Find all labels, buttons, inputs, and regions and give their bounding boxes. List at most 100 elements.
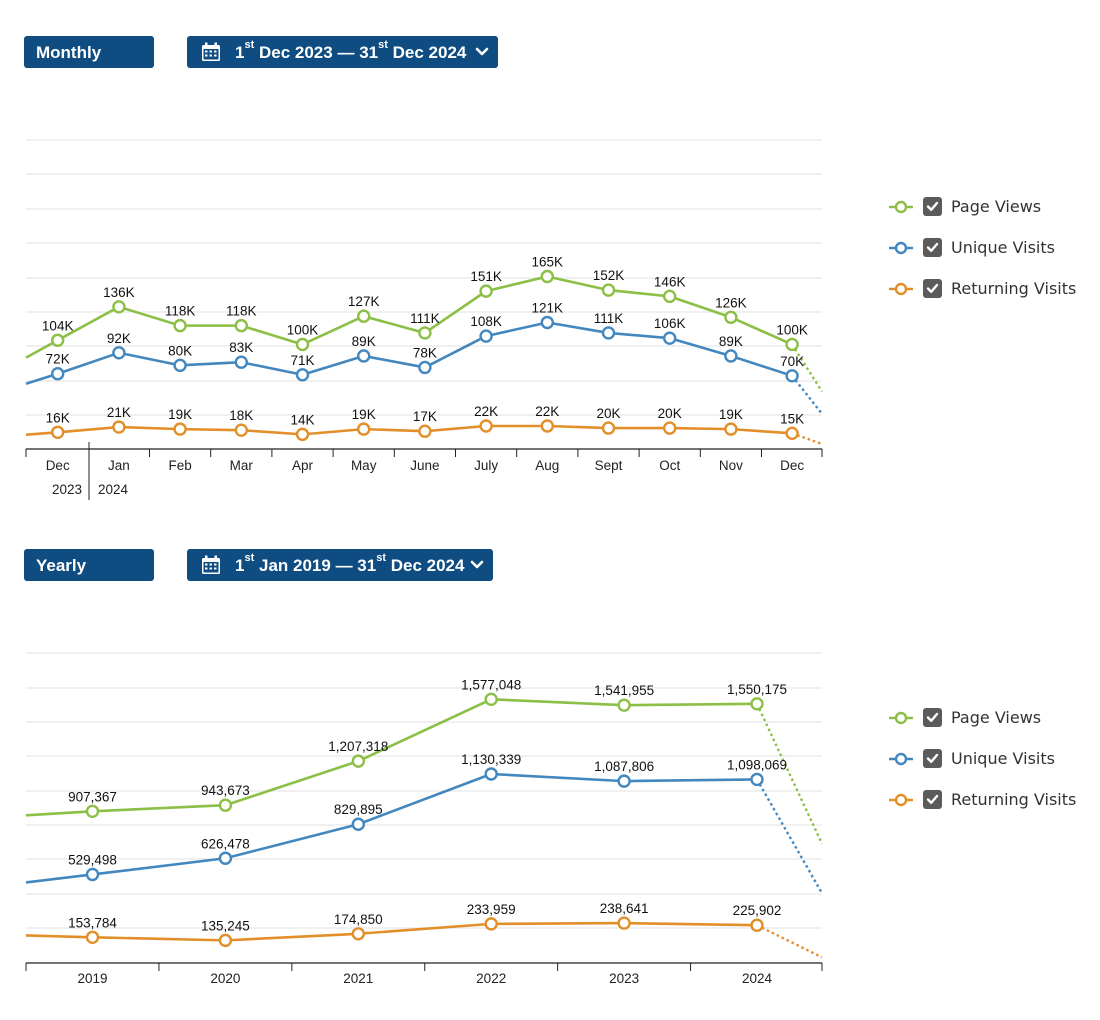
x-axis: Dec Jan Feb Mar Apr May June July Aug Sept Oct Nov D… <box>25 442 823 500</box>
checkmark-icon <box>926 242 939 252</box>
data-point[interactable] <box>785 426 799 441</box>
checkbox[interactable] <box>923 238 942 257</box>
data-point[interactable] <box>357 349 371 363</box>
checkbox[interactable] <box>923 708 942 727</box>
data-point[interactable] <box>724 349 738 363</box>
checkbox[interactable] <box>923 197 942 216</box>
data-point[interactable] <box>750 918 764 932</box>
data-point[interactable] <box>540 269 554 284</box>
data-point[interactable] <box>601 283 616 297</box>
data-label: 20K <box>596 406 620 421</box>
data-point[interactable] <box>418 326 432 340</box>
data-point[interactable] <box>234 423 249 437</box>
data-point[interactable] <box>351 927 365 941</box>
legend-line-marker-icon <box>889 752 913 766</box>
x-tick-label: Oct <box>659 458 680 473</box>
data-point[interactable] <box>112 346 126 360</box>
period-select-yearly[interactable]: Yearly <box>24 549 168 581</box>
x-tick-label: Dec <box>46 458 70 473</box>
data-point[interactable] <box>234 318 249 333</box>
data-point[interactable] <box>85 867 100 882</box>
data-point[interactable] <box>540 419 554 433</box>
data-label: 829,895 <box>334 802 383 817</box>
legend-line-marker-icon <box>889 200 913 214</box>
data-point[interactable] <box>724 310 738 324</box>
legend-item-returning-visits[interactable]: Returning Visits <box>888 788 1088 812</box>
data-point[interactable] <box>785 369 799 383</box>
data-point[interactable] <box>295 337 310 352</box>
data-point[interactable] <box>234 355 249 369</box>
data-point[interactable] <box>51 425 65 439</box>
data-label: 100K <box>287 322 319 337</box>
data-point[interactable] <box>750 772 764 787</box>
data-label: 626,478 <box>201 836 250 851</box>
data-point[interactable] <box>785 337 799 352</box>
year-label: 2023 <box>52 482 82 497</box>
date-range-button-monthly[interactable]: 1st Dec 2023 — 31st Dec 2024 <box>187 36 498 68</box>
checkbox[interactable] <box>923 749 942 768</box>
series-unique-visits: 529,498 626,478 829,895 1,130,339 1,087,806 1… <box>25 752 824 894</box>
data-point[interactable] <box>617 916 631 930</box>
data-point[interactable] <box>601 326 616 340</box>
data-point[interactable] <box>295 368 310 382</box>
data-point[interactable] <box>51 367 65 381</box>
data-point[interactable] <box>601 421 616 435</box>
data-point[interactable] <box>484 917 498 931</box>
x-tick-label: July <box>474 458 498 473</box>
data-label: 1,087,806 <box>594 759 654 774</box>
data-point[interactable] <box>295 427 310 442</box>
data-point[interactable] <box>218 851 233 865</box>
data-point[interactable] <box>663 421 677 435</box>
data-label: 151K <box>470 269 502 284</box>
data-point[interactable] <box>218 798 233 812</box>
gridlines <box>26 139 822 416</box>
data-label: 127K <box>348 294 380 309</box>
legend-item-unique-visits[interactable]: Unique Visits <box>888 236 1088 260</box>
data-point[interactable] <box>112 300 126 314</box>
data-point[interactable] <box>357 422 371 436</box>
data-point[interactable] <box>85 804 100 818</box>
data-point[interactable] <box>724 422 738 436</box>
data-point[interactable] <box>418 360 432 375</box>
data-label: 100K <box>776 322 808 337</box>
date-range-button-yearly[interactable]: 1st Jan 2019 — 31st Dec 2024 <box>187 549 493 581</box>
checkbox[interactable] <box>923 279 942 298</box>
data-point[interactable] <box>540 315 554 330</box>
data-label: 19K <box>719 407 743 422</box>
legend-item-page-views[interactable]: Page Views <box>888 706 1088 730</box>
data-point[interactable] <box>617 698 631 712</box>
data-point[interactable] <box>418 424 432 438</box>
data-point[interactable] <box>351 817 365 831</box>
data-point[interactable] <box>617 774 631 788</box>
data-point[interactable] <box>173 318 187 333</box>
data-point[interactable] <box>218 933 233 948</box>
x-tick-label: 2021 <box>343 971 373 986</box>
data-point[interactable] <box>750 697 764 711</box>
data-label: 19K <box>168 407 192 422</box>
data-point[interactable] <box>357 309 371 323</box>
legend-item-unique-visits[interactable]: Unique Visits <box>888 747 1088 771</box>
data-point[interactable] <box>479 284 493 298</box>
data-point[interactable] <box>85 930 100 944</box>
data-point[interactable] <box>484 767 498 781</box>
legend-item-returning-visits[interactable]: Returning Visits <box>888 277 1088 301</box>
x-tick-label: Feb <box>168 458 191 473</box>
data-label: 907,367 <box>68 789 117 804</box>
data-point[interactable] <box>484 692 498 707</box>
data-point[interactable] <box>663 331 677 345</box>
legend-item-page-views[interactable]: Page Views <box>888 195 1088 219</box>
data-point[interactable] <box>479 329 493 343</box>
data-label: 146K <box>654 274 686 289</box>
period-select-monthly[interactable]: Monthly <box>24 36 168 68</box>
data-label: 174,850 <box>334 912 383 927</box>
data-label: 153,784 <box>68 915 117 930</box>
date-range-label: 1st Jan 2019 — 31st Dec 2024 <box>235 552 465 576</box>
checkbox[interactable] <box>923 790 942 809</box>
data-point[interactable] <box>173 422 187 436</box>
data-point[interactable] <box>51 333 65 347</box>
data-point[interactable] <box>479 419 493 433</box>
data-point[interactable] <box>351 754 365 768</box>
data-point[interactable] <box>112 420 126 434</box>
data-point[interactable] <box>173 358 187 373</box>
data-point[interactable] <box>663 289 677 304</box>
